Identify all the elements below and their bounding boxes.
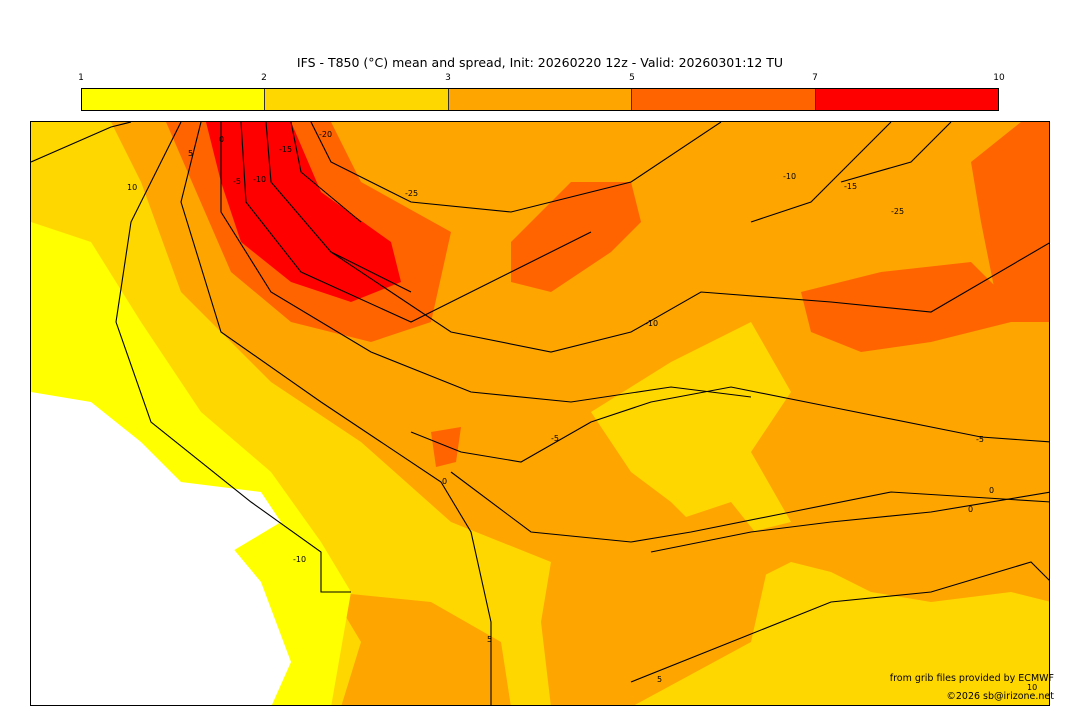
temperature-contours: [31, 122, 1049, 705]
contour-label: 0: [968, 505, 973, 514]
contour-label: 0: [442, 477, 447, 486]
spread-level-5-7: [801, 262, 1011, 352]
contour-label: 5: [188, 149, 193, 158]
colorbar-tick: 1: [78, 73, 84, 83]
contour-label: -25: [891, 207, 904, 216]
colorbar-segment: [815, 89, 999, 110]
colorbar-tick: 7: [812, 73, 818, 83]
contour-label: 0: [989, 486, 994, 495]
colorbar-segment: [448, 89, 633, 110]
spread-level-5-7: [431, 427, 461, 467]
colorbar-tick: 3: [445, 73, 451, 83]
contour-label: -15: [844, 182, 857, 191]
contour-label: -10: [253, 175, 266, 184]
contour-label: 0: [219, 135, 224, 144]
colorbar: [81, 88, 999, 111]
colorbar-tick: 2: [261, 73, 267, 83]
contour-label: -10: [783, 172, 796, 181]
contour-label: -25: [405, 189, 418, 198]
colorbar-segment: [265, 89, 449, 110]
contour-label: -20: [319, 130, 332, 139]
colorbar-segment: [82, 89, 266, 110]
contour-label: -5: [233, 177, 241, 186]
contour-label: 5: [487, 635, 492, 644]
colorbar-segment: [632, 89, 816, 110]
spread-map: 10 5 0 -5 -10 -15 -20 -25 -10 -15 -25 -1…: [30, 121, 1050, 706]
copyright-credit: ©2026 sb@irizone.net: [946, 691, 1054, 702]
contour-label: 10: [127, 183, 137, 192]
contour-label: 5: [657, 675, 662, 684]
colorbar-tick: 10: [993, 73, 1005, 83]
contour-label: -5: [551, 434, 559, 443]
contour-label: -10: [645, 319, 658, 328]
contour-labels: 10 5 0 -5 -10 -15 -20 -25 -10 -15 -25 -1…: [127, 130, 1037, 692]
colorbar-tick: 5: [629, 73, 635, 83]
map-canvas: 10 5 0 -5 -10 -15 -20 -25 -10 -15 -25 -1…: [31, 122, 1049, 705]
spread-level-3-5: [331, 592, 511, 705]
contour-label: -5: [976, 435, 984, 444]
data-source-credit: from grib files provided by ECMWF: [889, 673, 1054, 684]
spread-level-5-7: [971, 122, 1049, 322]
spread-level-3-5: [541, 502, 771, 705]
contour-label: 10: [1027, 683, 1037, 692]
spread-level-7-10: [206, 122, 401, 302]
spread-level-5-7: [511, 182, 641, 292]
contour-label: -15: [279, 145, 292, 154]
chart-title: IFS - T850 (°C) mean and spread, Init: 2…: [296, 55, 784, 70]
contour-label: -10: [293, 555, 306, 564]
spread-level-lt-1: [31, 392, 291, 705]
